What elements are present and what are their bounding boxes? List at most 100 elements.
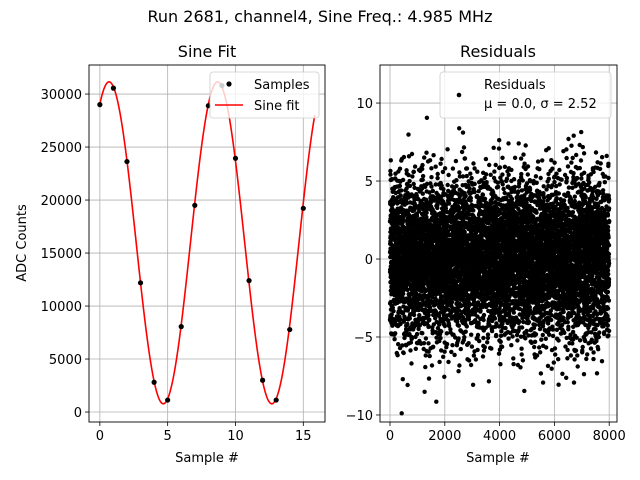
residual-point [453,335,458,340]
residual-point [427,353,432,359]
residual-point [420,162,425,168]
residual-point [436,199,441,205]
samples-series [97,82,306,403]
residual-point [420,177,425,182]
residual-point [468,171,473,176]
residual-point [460,174,466,179]
y-tick-label: 25000 [41,141,82,156]
residual-point [420,166,425,172]
residual-point [450,166,456,171]
residual-point [434,335,439,340]
residual-point [453,158,459,164]
residual-point [397,306,402,311]
residual-point [389,312,394,317]
residual-point [469,175,474,181]
residual-point [457,363,462,368]
sample-point [124,158,130,165]
residual-point [457,126,462,131]
residual-point [426,312,431,318]
x-tick-label: 0 [96,429,104,444]
residual-point [449,299,455,305]
residual-point [485,340,490,345]
residual-point [437,287,442,293]
residual-point [420,331,425,336]
residual-point [388,158,393,163]
residual-point [421,341,427,346]
residual-point [420,191,425,196]
sample-point [178,324,184,330]
residual-point [458,192,463,197]
residual-point [519,325,525,330]
residual-point [392,337,397,342]
residual-point [489,346,494,351]
residual-point [420,173,426,179]
residual-point [406,132,411,137]
residual-point [426,341,431,346]
residual-point [518,365,523,370]
residual-point [491,145,496,150]
residual-point [395,353,400,358]
x-axis-label: Sample # [175,451,239,466]
residuals-series [387,115,612,416]
residual-point [484,180,489,185]
residual-point [417,313,422,318]
residual-point [500,172,505,177]
residual-point [463,193,468,198]
residual-point [457,174,463,179]
residual-point [493,162,498,168]
residual-point [519,352,524,357]
residual-point [469,344,475,349]
residual-point [506,141,511,146]
residual-point [404,168,409,173]
residual-point [409,335,415,340]
residual-point [456,308,462,313]
residual-point [492,316,498,321]
residual-point [400,311,406,316]
grid [89,65,325,422]
residual-point [399,411,404,416]
residual-point [405,321,410,327]
residual-point [411,169,416,174]
residual-point [446,323,452,329]
residual-point [399,188,404,193]
residual-point [518,156,524,161]
residual-point [405,190,410,196]
residual-point [429,184,434,189]
sample-point [300,205,306,211]
residual-point [496,351,502,356]
legend-fit-label: Sine fit [254,99,300,114]
residual-point [500,155,505,160]
residual-point [427,305,433,310]
residual-point [433,316,438,321]
residual-point [506,336,511,341]
residual-point [398,317,403,322]
residual-point [424,115,430,121]
residual-point [497,165,503,170]
residual-point [427,317,432,322]
sample-point [97,102,103,108]
residual-point [427,190,432,195]
residual-point [480,354,486,359]
residual-point [440,169,446,175]
residual-point [511,177,517,182]
residual-point [482,345,487,350]
y-axis-label: ADC Counts [15,204,30,282]
residual-point [472,181,477,187]
residual-point [402,335,407,341]
residual-point [483,156,489,162]
residual-point [522,161,527,166]
sample-point [260,377,266,383]
y-tick-label: 30000 [41,88,82,103]
residual-point [495,184,501,190]
residual-point [488,172,493,177]
residual-point [481,335,486,341]
residual-point [517,319,522,324]
x-tick-label: 5 [164,429,172,444]
residual-point [405,382,410,388]
residual-point [391,308,396,314]
residuals-title: Residuals [460,42,536,61]
residual-point [410,174,415,179]
residual-point [439,348,444,353]
residual-point [471,161,476,166]
residual-point [435,175,440,181]
